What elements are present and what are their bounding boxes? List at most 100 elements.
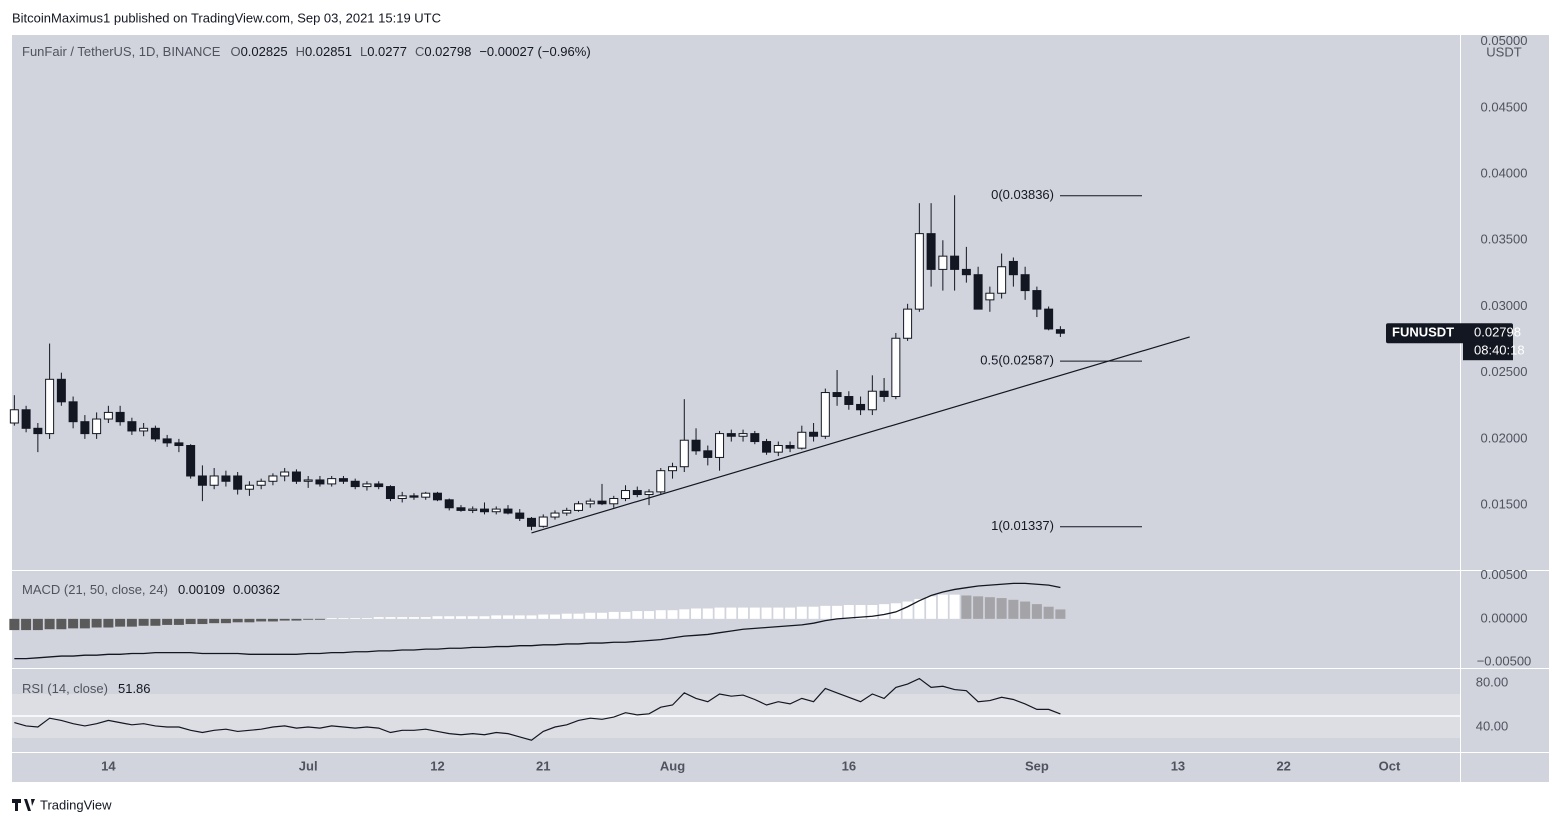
x-tick-label: 21 bbox=[536, 758, 550, 773]
macd-histogram-bar bbox=[843, 605, 854, 619]
candle-body bbox=[127, 421, 137, 432]
candle-body bbox=[844, 396, 854, 405]
candle-body bbox=[1032, 290, 1042, 310]
candle-body bbox=[256, 480, 266, 486]
macd-histogram-bar bbox=[44, 618, 55, 630]
macd-histogram-bar bbox=[679, 609, 690, 619]
macd-histogram-bar bbox=[644, 611, 655, 619]
candle-body bbox=[291, 471, 301, 482]
rsi-title: RSI (14, close) bbox=[22, 681, 108, 696]
macd-histogram-bar bbox=[173, 618, 184, 625]
ohlc-letter: L bbox=[360, 44, 367, 59]
macd-histogram-bar bbox=[691, 608, 702, 619]
ohlc-value: 0.02851 bbox=[305, 44, 352, 59]
change-value: −0.00027 (−0.96%) bbox=[479, 44, 590, 59]
candle-body bbox=[703, 450, 713, 458]
brand-name: TradingView bbox=[40, 797, 112, 812]
candle-body bbox=[80, 421, 90, 435]
candle-body bbox=[926, 233, 936, 270]
macd-histogram-bar bbox=[491, 615, 502, 619]
candle-body bbox=[456, 507, 466, 511]
macd-histogram-bar bbox=[467, 616, 478, 619]
candle-body bbox=[621, 490, 631, 499]
macd-histogram-bar bbox=[632, 611, 643, 619]
macd-histogram-bar bbox=[279, 618, 290, 621]
macd-histogram-bar bbox=[585, 612, 596, 619]
y-tick-label: 0.01500 bbox=[1481, 497, 1528, 512]
rsi-value: 51.86 bbox=[118, 681, 151, 696]
macd-histogram-bar bbox=[502, 615, 513, 619]
x-tick-label: 16 bbox=[842, 758, 856, 773]
candle-body bbox=[515, 512, 525, 519]
candle-body bbox=[397, 495, 407, 499]
macd-histogram-bar bbox=[655, 610, 666, 619]
fib-label: 1(0.01337) bbox=[991, 518, 1054, 533]
fib-label: 0.5(0.02587) bbox=[980, 353, 1054, 368]
macd-histogram-bar bbox=[573, 613, 584, 619]
macd-histogram-bar bbox=[244, 618, 255, 623]
candle-body bbox=[479, 508, 489, 513]
candle-body bbox=[668, 466, 678, 472]
trendline bbox=[531, 336, 1190, 534]
candle-body bbox=[820, 392, 830, 437]
candle-body bbox=[56, 378, 66, 403]
rsi-tick-label: 80.00 bbox=[1476, 674, 1509, 689]
candle-body bbox=[656, 470, 666, 493]
macd-histogram-bar bbox=[385, 617, 396, 619]
candle-body bbox=[585, 500, 595, 505]
macd-histogram-bar bbox=[56, 618, 67, 630]
candle-body bbox=[33, 427, 43, 435]
macd-histogram-bar bbox=[879, 604, 890, 619]
macd-histogram-bar bbox=[1031, 604, 1042, 619]
candle-body bbox=[209, 475, 219, 486]
macd-histogram-bar bbox=[926, 596, 937, 619]
candle-body bbox=[550, 512, 560, 518]
macd-value: 0.00362 bbox=[233, 582, 280, 597]
candle-body bbox=[444, 499, 454, 509]
macd-histogram-bar bbox=[256, 618, 267, 622]
ohlc-letter: H bbox=[296, 44, 305, 59]
candle-body bbox=[45, 378, 55, 435]
rsi-line bbox=[14, 677, 1061, 741]
macd-tick-label: −0.00500 bbox=[1477, 654, 1532, 669]
macd-histogram-bar bbox=[126, 618, 137, 627]
candle-body bbox=[9, 409, 19, 424]
candle-body bbox=[632, 490, 642, 496]
candle-body bbox=[197, 475, 207, 486]
candle-body bbox=[867, 390, 877, 411]
y-tick-label: 0.02000 bbox=[1481, 430, 1528, 445]
macd-histogram-bar bbox=[138, 618, 149, 626]
macd-histogram-bar bbox=[9, 618, 20, 631]
macd-histogram-bar bbox=[514, 615, 525, 619]
macd-histogram-bar bbox=[890, 603, 901, 619]
candle-body bbox=[139, 427, 149, 432]
candle-body bbox=[785, 445, 795, 449]
macd-title: MACD (21, 50, close, 24) bbox=[22, 582, 168, 597]
chart-background bbox=[12, 35, 1549, 782]
x-tick-label: Oct bbox=[1379, 758, 1401, 773]
candle-body bbox=[103, 411, 113, 420]
candle-body bbox=[385, 486, 395, 499]
macd-histogram-bar bbox=[973, 596, 984, 619]
macd-histogram-bar bbox=[291, 618, 302, 621]
candle-body bbox=[691, 439, 701, 452]
candle-body bbox=[21, 409, 31, 429]
macd-histogram-bar bbox=[996, 598, 1007, 619]
candle-body bbox=[726, 433, 736, 437]
macd-histogram-bar bbox=[832, 605, 843, 619]
price-label-box bbox=[1386, 323, 1513, 344]
candle-body bbox=[1044, 308, 1054, 330]
candle-body bbox=[280, 471, 290, 477]
macd-histogram-bar bbox=[667, 610, 678, 619]
candle-body bbox=[468, 508, 478, 511]
macd-histogram-bar bbox=[937, 594, 948, 619]
candle-body bbox=[950, 255, 960, 270]
candle-body bbox=[491, 508, 501, 513]
candle-body bbox=[421, 492, 431, 498]
macd-histogram-bar bbox=[220, 618, 231, 624]
last-price: 0.02798 bbox=[1474, 325, 1521, 340]
candle-body bbox=[1055, 329, 1065, 334]
legend-header: FunFair / TetherUS, 1D, BINANCE O0.02825 H… bbox=[22, 44, 591, 59]
macd-histogram-bar bbox=[761, 607, 772, 619]
